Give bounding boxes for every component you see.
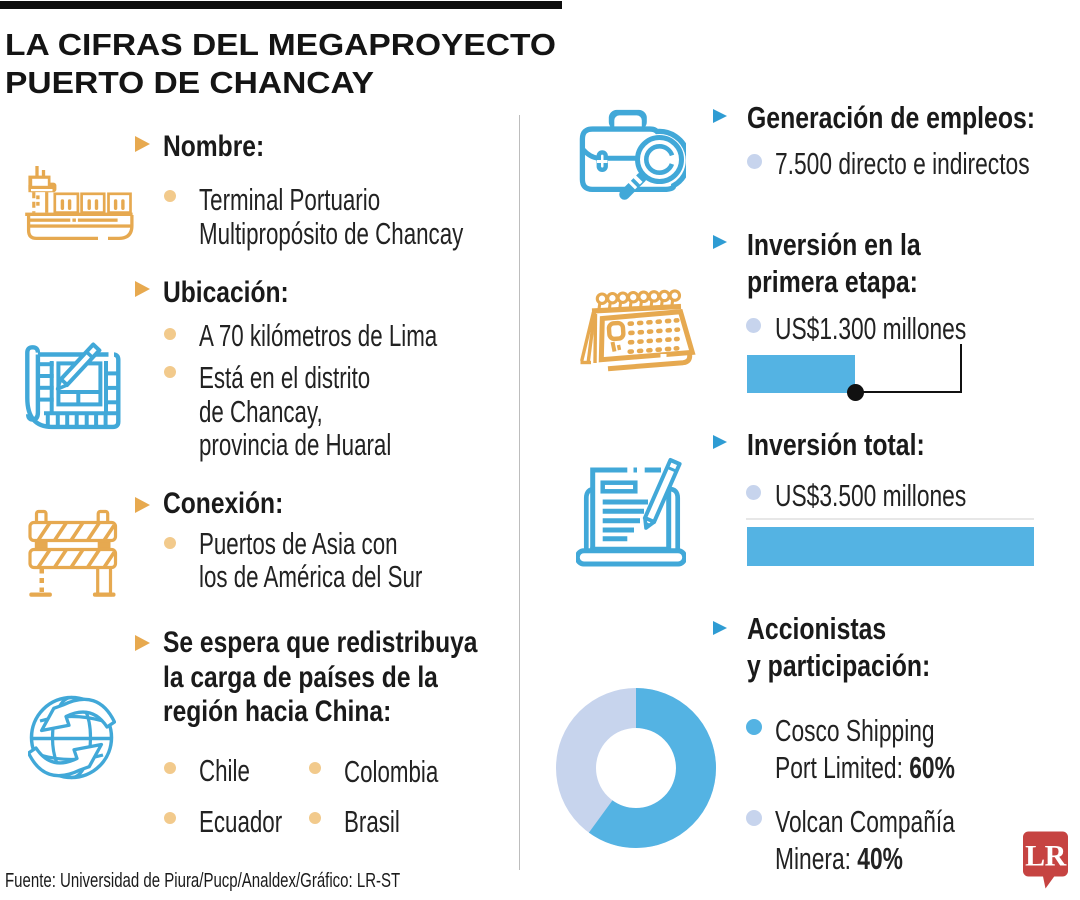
svg-text:LR: LR bbox=[1025, 840, 1067, 873]
